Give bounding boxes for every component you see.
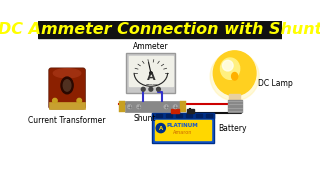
Text: Battery: Battery — [218, 124, 246, 133]
Ellipse shape — [61, 77, 73, 94]
Ellipse shape — [213, 51, 256, 96]
Ellipse shape — [232, 73, 238, 80]
Bar — [228, 100, 242, 112]
Ellipse shape — [210, 52, 259, 101]
Bar — [125, 101, 180, 112]
Bar — [186, 114, 192, 117]
Text: PLATINUM: PLATINUM — [167, 123, 199, 128]
Ellipse shape — [222, 60, 233, 71]
Bar — [166, 114, 172, 117]
Bar — [206, 114, 212, 117]
Circle shape — [52, 98, 57, 103]
Text: Ammeter: Ammeter — [133, 42, 169, 51]
Text: A: A — [147, 72, 155, 82]
Bar — [49, 102, 85, 109]
Bar — [155, 120, 211, 140]
Text: Amaron: Amaron — [173, 130, 193, 135]
Bar — [180, 101, 186, 112]
Circle shape — [150, 72, 152, 74]
Bar — [152, 113, 214, 118]
Bar — [176, 114, 182, 117]
Bar — [229, 94, 240, 100]
Circle shape — [77, 98, 82, 103]
Bar — [172, 109, 179, 113]
Text: ─────: ───── — [145, 83, 157, 87]
Circle shape — [156, 123, 165, 133]
Bar — [38, 21, 282, 38]
Text: DC Ammeter Connection with Shunt: DC Ammeter Connection with Shunt — [0, 22, 320, 37]
Bar — [119, 101, 125, 112]
Text: Shunt: Shunt — [133, 114, 156, 123]
Text: Current Transformer: Current Transformer — [28, 116, 106, 125]
FancyBboxPatch shape — [126, 53, 175, 93]
Circle shape — [136, 104, 141, 109]
Circle shape — [156, 87, 160, 91]
Bar — [38, 38, 282, 159]
Bar — [156, 114, 162, 117]
FancyBboxPatch shape — [152, 113, 214, 143]
Text: DC Lamp: DC Lamp — [258, 79, 292, 88]
Ellipse shape — [63, 80, 71, 91]
FancyBboxPatch shape — [49, 68, 85, 109]
Bar — [129, 56, 173, 86]
Ellipse shape — [53, 69, 81, 78]
Circle shape — [173, 104, 178, 109]
Circle shape — [164, 104, 168, 109]
Circle shape — [149, 87, 153, 91]
Ellipse shape — [220, 58, 240, 79]
Text: A: A — [159, 126, 163, 130]
Circle shape — [127, 104, 132, 109]
Bar — [196, 114, 202, 117]
Circle shape — [141, 87, 145, 91]
Bar — [187, 109, 194, 113]
